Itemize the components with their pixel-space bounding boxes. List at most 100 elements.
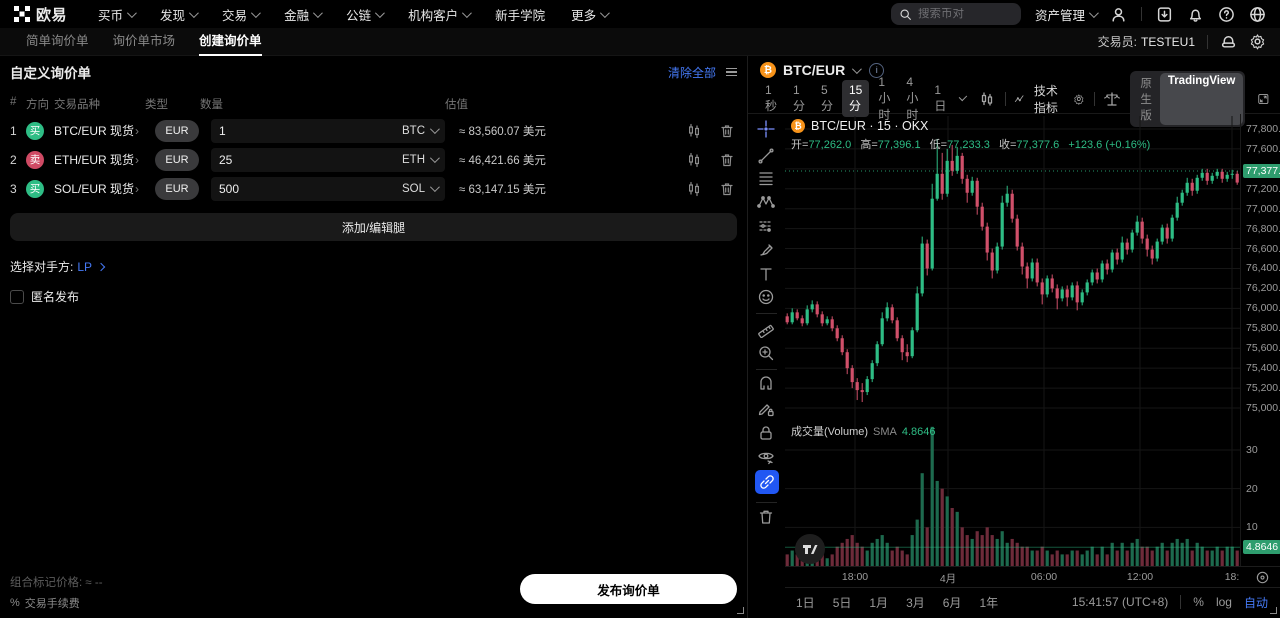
clock[interactable]: 15:41:57 (UTC+8)	[1071, 595, 1169, 609]
native-version-toggle[interactable]: 原生版	[1140, 77, 1152, 122]
range-button[interactable]: 3月	[906, 595, 925, 610]
currency-pill[interactable]: EUR	[155, 119, 199, 142]
elliott-wave-tool-icon[interactable]	[757, 217, 777, 237]
anonymous-checkbox[interactable]	[10, 289, 24, 304]
xabcd-pattern-tool-icon[interactable]	[757, 193, 777, 213]
nav-menu-item[interactable]: 新手学院	[482, 5, 558, 24]
publish-rfq-button[interactable]: 发布询价单	[520, 574, 737, 604]
zoom-in-tool-icon[interactable]	[757, 344, 777, 364]
more-timeframes-chevron[interactable]	[959, 92, 968, 102]
remove-drawings-tool-icon[interactable]	[757, 508, 777, 528]
delete-icon[interactable]	[719, 181, 735, 197]
delete-icon[interactable]	[719, 123, 735, 139]
search-input[interactable]	[917, 8, 1008, 20]
currency-pill[interactable]: EUR	[155, 177, 199, 200]
panel-menu-icon[interactable]	[726, 66, 737, 79]
chart-icon[interactable]	[686, 123, 702, 139]
percent-scale-toggle[interactable]: %	[1193, 595, 1204, 609]
range-button[interactable]: 1年	[979, 595, 999, 610]
time-axis[interactable]: 18:00 4月 06:00 12:00 18:	[785, 566, 1280, 588]
chart-icon[interactable]	[686, 181, 702, 197]
range-button[interactable]: 5日	[832, 595, 852, 610]
rfq-tab[interactable]: 创建询价单	[187, 28, 274, 56]
quantity-field[interactable]: ETH	[211, 147, 445, 172]
magnet-tool-icon[interactable]	[757, 376, 777, 396]
range-button[interactable]: 6月	[942, 595, 962, 610]
range-button[interactable]: 1日	[796, 595, 815, 610]
help-icon[interactable]	[1218, 6, 1235, 23]
pair-select-chevron[interactable]: ›	[135, 181, 139, 196]
chart-settings-icon[interactable]	[1073, 90, 1085, 108]
measure-tool-icon[interactable]	[757, 320, 777, 340]
profile-icon[interactable]	[1110, 6, 1127, 23]
tradingview-watermark[interactable]	[795, 534, 825, 564]
language-globe-icon[interactable]	[1249, 6, 1266, 23]
counterparty-link[interactable]: LP	[77, 259, 93, 274]
quantity-input[interactable]	[219, 152, 402, 167]
auto-scale-toggle[interactable]: 自动	[1243, 595, 1268, 610]
brush-tool-icon[interactable]	[757, 241, 777, 261]
nav-menu-item[interactable]: 公链	[333, 5, 395, 24]
quantity-input[interactable]	[219, 123, 402, 138]
candlestick-chart[interactable]	[785, 114, 1240, 588]
chart-plot-area[interactable]: ₿ BTC/EUR · 15 · OKX 开=77,262.0 高=77,396…	[785, 114, 1240, 588]
timeframe-button[interactable]: 4小时	[906, 74, 919, 122]
tradingview-toggle[interactable]: TradingView	[1159, 72, 1244, 125]
drawing-mode-tool-icon[interactable]	[757, 400, 777, 420]
timeframe-button[interactable]: 15分	[842, 80, 870, 117]
add-edit-legs-button[interactable]: 添加/编辑腿	[10, 213, 737, 241]
text-tool-icon[interactable]	[757, 265, 777, 285]
settings-gear-icon[interactable]	[1249, 33, 1266, 50]
unit-select[interactable]: SOL	[402, 182, 440, 195]
download-app-icon[interactable]	[1156, 6, 1173, 23]
unit-select[interactable]: BTC	[402, 124, 440, 137]
timeframe-button[interactable]: 5分	[821, 83, 834, 113]
rfq-tab[interactable]: 简单询价单	[14, 28, 101, 56]
fullscreen-icon[interactable]	[1257, 90, 1270, 108]
rfq-tab[interactable]: 询价单市场	[101, 28, 188, 56]
axis-settings-icon[interactable]	[1255, 570, 1270, 585]
nav-menu-item[interactable]: 交易	[209, 5, 271, 24]
delete-icon[interactable]	[719, 152, 735, 168]
hide-drawings-tool-icon[interactable]	[757, 448, 777, 468]
log-scale-toggle[interactable]: log	[1215, 595, 1232, 609]
currency-pill[interactable]: EUR	[155, 148, 199, 171]
info-icon[interactable]: i	[869, 62, 885, 78]
lock-drawings-tool-icon[interactable]	[757, 424, 777, 444]
chart-icon[interactable]	[686, 152, 702, 168]
resize-handle[interactable]	[1270, 607, 1277, 614]
rfq-board-icon[interactable]	[1220, 33, 1237, 50]
unit-select[interactable]: ETH	[402, 153, 440, 166]
assets-menu[interactable]: 资产管理	[1035, 5, 1099, 24]
nav-menu-item[interactable]: 更多	[558, 5, 620, 24]
nav-menu-item[interactable]: 发现	[147, 5, 209, 24]
pair-select-chevron[interactable]: ›	[135, 123, 139, 138]
quantity-input[interactable]	[219, 181, 402, 196]
trendline-tool-icon[interactable]	[757, 147, 777, 167]
sync-link-tool-icon[interactable]	[755, 470, 779, 494]
fib-retracement-tool-icon[interactable]	[757, 169, 777, 189]
notifications-icon[interactable]	[1187, 6, 1204, 23]
price-axis[interactable]: 77,800.0 77,600.0 77,200.0 77,000.0 76,800.0…	[1240, 114, 1280, 566]
timeframe-button[interactable]: 1日	[934, 83, 947, 113]
nav-menu-item[interactable]: 金融	[271, 5, 333, 24]
timeframe-button[interactable]: 1秒	[765, 83, 778, 113]
resize-handle[interactable]	[737, 607, 744, 614]
nav-menu-item[interactable]: 机构客户	[395, 5, 482, 24]
candle-style-icon[interactable]	[978, 90, 996, 108]
timeframe-button[interactable]: 1分	[793, 83, 806, 113]
indicators-label[interactable]: 技术指标	[1033, 83, 1058, 115]
compare-icon[interactable]	[1103, 90, 1121, 108]
search-box[interactable]	[890, 3, 1021, 25]
side-badge: 卖	[26, 150, 44, 169]
nav-menu-item[interactable]: 买币	[85, 5, 147, 24]
crosshair-tool-icon[interactable]	[757, 120, 777, 140]
emoji-tool-icon[interactable]	[757, 288, 777, 308]
quantity-field[interactable]: BTC	[211, 118, 445, 143]
clear-all-link[interactable]: 清除全部	[667, 65, 716, 80]
timeframe-button[interactable]: 1小时	[878, 74, 891, 122]
quantity-field[interactable]: SOL	[211, 176, 445, 201]
pair-select-chevron[interactable]: ›	[135, 152, 139, 167]
okx-logo[interactable]: 欧易	[14, 4, 67, 25]
range-button[interactable]: 1月	[869, 595, 889, 610]
